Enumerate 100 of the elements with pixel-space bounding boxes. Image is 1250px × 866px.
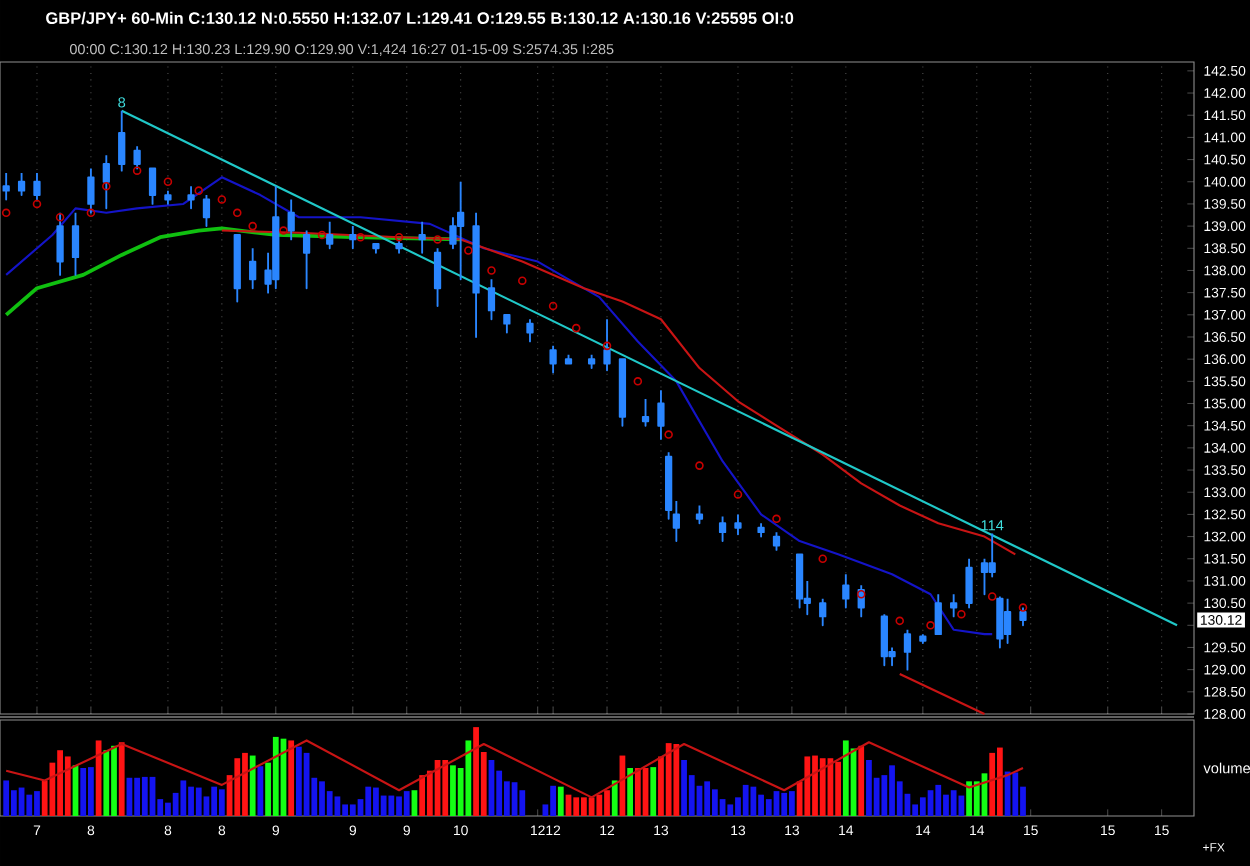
bar (681, 760, 687, 816)
bar (950, 790, 957, 816)
bar (550, 785, 556, 816)
candlestick (2, 171, 10, 201)
point (602, 341, 612, 351)
bar (3, 780, 10, 816)
point (733, 490, 743, 499)
bar (604, 790, 610, 816)
bar (450, 765, 456, 816)
bar (257, 766, 264, 816)
point (232, 208, 242, 218)
bar (627, 768, 634, 816)
point (217, 195, 227, 204)
line-series (4, 226, 463, 317)
point (895, 616, 904, 626)
bar (996, 747, 1003, 816)
point (518, 276, 527, 285)
bar (396, 796, 402, 816)
bar (958, 795, 965, 816)
bar (288, 740, 295, 816)
candlestick (903, 628, 912, 671)
bar (64, 756, 71, 816)
candlestick (965, 557, 973, 609)
point (1018, 603, 1028, 612)
bar (195, 787, 202, 816)
candlestick (148, 167, 157, 205)
bar (573, 797, 580, 816)
candlestick (56, 211, 64, 276)
bar (634, 768, 641, 816)
bar (242, 752, 248, 816)
point (132, 166, 142, 175)
bar (249, 755, 256, 816)
bar (758, 794, 764, 816)
candlestick (249, 247, 257, 290)
bar (296, 746, 302, 816)
bar (218, 789, 225, 816)
bar (380, 795, 387, 816)
point (317, 230, 327, 240)
candlestick (418, 220, 426, 254)
bar (403, 791, 410, 816)
bar (134, 777, 141, 816)
point (248, 221, 257, 231)
candlestick (695, 504, 704, 525)
bar (804, 756, 811, 816)
candlestick (164, 189, 172, 205)
point (1, 208, 11, 218)
candlestick (718, 515, 727, 542)
bar (750, 786, 757, 816)
bar (812, 755, 818, 816)
candlestick (87, 167, 95, 214)
bar (935, 784, 942, 816)
bar (966, 781, 972, 816)
bar (819, 758, 826, 816)
bar (26, 794, 33, 816)
point (957, 609, 966, 619)
candlestick (880, 613, 888, 667)
point (32, 199, 42, 209)
candlestick (118, 109, 126, 172)
point (987, 592, 997, 601)
candlestick (372, 242, 380, 254)
candlestick (433, 247, 442, 307)
candlestick (819, 597, 827, 627)
point (279, 226, 288, 235)
candlestick (1003, 597, 1012, 644)
bar (349, 804, 356, 816)
candlestick (618, 358, 627, 427)
bar (781, 792, 788, 816)
bar (588, 797, 595, 816)
bar (611, 780, 618, 816)
candlestick (587, 353, 596, 369)
point (695, 461, 704, 470)
bar (473, 727, 479, 816)
bar (519, 790, 526, 816)
bar (842, 740, 849, 816)
point (664, 430, 673, 439)
candlestick (996, 595, 1004, 649)
bar (141, 776, 148, 816)
bar (388, 795, 395, 816)
point (433, 235, 442, 244)
bar (342, 804, 348, 816)
point (818, 554, 827, 564)
bar (711, 789, 718, 816)
bar (889, 765, 895, 816)
point (356, 232, 365, 242)
line-series (220, 229, 1017, 556)
bar (118, 742, 125, 816)
bar (373, 787, 379, 816)
point (487, 266, 496, 275)
bar (88, 767, 94, 816)
candlestick (603, 318, 611, 372)
point (163, 177, 173, 187)
candlestick (233, 234, 241, 303)
point (633, 377, 643, 386)
candlestick (564, 353, 573, 365)
candlestick (795, 553, 804, 609)
bar (673, 744, 680, 816)
bar (111, 745, 117, 816)
candlestick (657, 389, 665, 440)
bar (557, 786, 564, 816)
bar (34, 791, 40, 816)
